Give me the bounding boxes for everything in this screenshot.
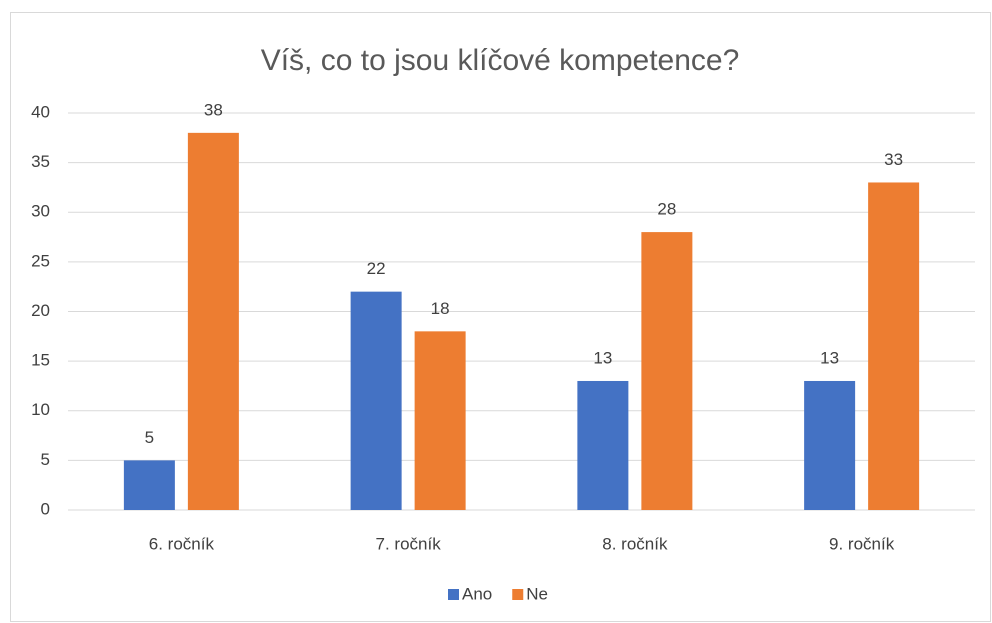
data-label: 28 [657,200,676,219]
data-label: 13 [593,348,612,367]
legend-label: Ano [462,584,492,603]
data-label: 38 [204,100,223,119]
legend-swatch [448,589,459,600]
bar [804,380,856,510]
x-tick-label: 6. ročník [149,534,215,553]
bar [868,182,920,510]
data-label: 33 [884,150,903,169]
bar [641,232,693,510]
y-tick-label: 20 [31,301,50,320]
legend-label: Ne [526,584,548,603]
data-label: 18 [431,299,450,318]
chart-title: Víš, co to jsou klíčové kompetence? [261,44,740,77]
bar [350,291,402,510]
legend-swatch [512,589,524,600]
y-tick-label: 35 [31,152,50,171]
y-tick-label: 10 [31,400,50,419]
bar [414,331,466,510]
x-tick-label: 7. ročník [376,534,442,553]
bar [123,460,175,510]
y-tick-label: 30 [31,202,50,221]
data-label: 13 [820,348,839,367]
bar [187,132,239,510]
x-tick-label: 8. ročník [602,534,668,553]
y-tick-label: 15 [31,351,50,370]
x-tick-label: 9. ročník [829,534,895,553]
data-label: 22 [367,259,386,278]
y-tick-label: 0 [41,499,50,518]
y-tick-label: 40 [31,102,50,121]
bar [577,380,629,510]
chart-border [10,12,991,622]
data-label: 5 [145,428,154,447]
y-tick-label: 25 [31,251,50,270]
y-tick-label: 5 [41,450,50,469]
